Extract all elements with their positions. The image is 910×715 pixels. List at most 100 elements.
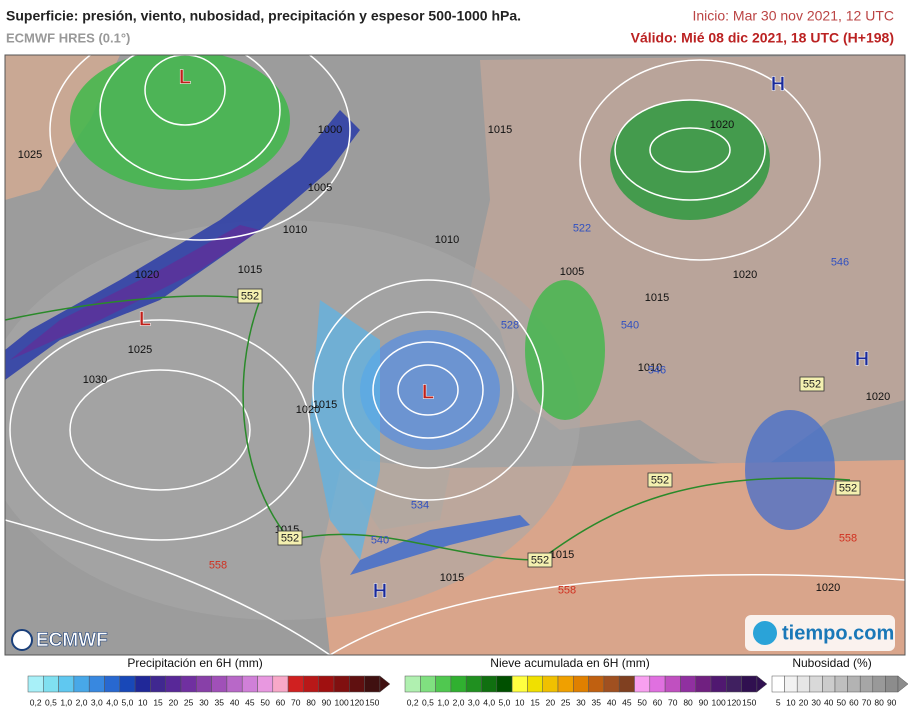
legend-swatch	[511, 675, 528, 693]
legend-label: 25	[184, 697, 194, 707]
precip-area	[310, 300, 380, 560]
header-title: Superficie: presión, viento, nubosidad, …	[6, 8, 521, 24]
legend-arrow	[897, 675, 909, 693]
isobar-label: 1030	[83, 374, 107, 386]
legend-swatch	[859, 675, 874, 693]
thickness-label: 552	[651, 474, 669, 486]
precip-area	[360, 330, 500, 450]
legend-label: 35	[592, 697, 602, 707]
legend-swatch	[834, 675, 848, 693]
legend-label: 20	[799, 697, 809, 707]
legend-label: 1,0	[60, 697, 72, 707]
legend-swatch	[318, 675, 335, 693]
thickness-label-box	[527, 552, 553, 568]
snow-area	[610, 100, 770, 220]
legend-swatch	[287, 675, 304, 693]
legend-label: 40	[824, 697, 834, 707]
legend-swatch	[885, 675, 899, 693]
pressure-center: H	[373, 580, 387, 602]
legend-swatch	[465, 675, 482, 693]
thickness-label: 558	[209, 559, 227, 571]
legend-label: 30	[199, 697, 209, 707]
legend-swatch	[226, 675, 243, 693]
legend-label: 25	[561, 697, 571, 707]
thickness-label: 552	[281, 532, 299, 544]
isobar-label: 1020	[296, 404, 320, 416]
isobar-label: 1020	[710, 119, 734, 131]
legend-swatch	[435, 675, 452, 693]
precip-area	[350, 515, 530, 575]
isobar-label: 1020	[866, 391, 890, 403]
legend-swatch	[542, 675, 559, 693]
legend-label: 15	[530, 697, 540, 707]
legend-title: Nubosidad (%)	[792, 656, 871, 670]
thickness-label-box	[277, 530, 303, 546]
snow-area	[525, 280, 605, 420]
thickness-label-box	[835, 480, 861, 496]
legend-swatch	[333, 675, 350, 693]
legend-swatch	[165, 675, 182, 693]
legend-label: 70	[291, 697, 301, 707]
pressure-center: L	[422, 381, 434, 403]
legend-label: 0,2	[407, 697, 419, 707]
legend-swatch	[496, 675, 513, 693]
legend-swatch	[796, 675, 811, 693]
legend-label: 70	[862, 697, 872, 707]
legend-swatch	[211, 675, 228, 693]
pressure-center: H	[855, 348, 869, 370]
pressure-center: L	[139, 308, 151, 330]
thickness-label-box	[799, 376, 825, 392]
legend-swatch	[303, 675, 319, 693]
map	[5, 55, 905, 655]
legend-swatch	[241, 675, 258, 693]
pressure-center: L	[179, 66, 191, 88]
legend-label: 10	[515, 697, 525, 707]
legend-swatch	[272, 675, 289, 693]
legend-label: 20	[546, 697, 556, 707]
isobar-label: 1010	[638, 362, 662, 374]
legend-swatch	[196, 675, 212, 693]
legend-label: 2,0	[453, 697, 465, 707]
precip-core	[10, 225, 260, 360]
thickness-label: 552	[839, 482, 857, 494]
init-time: Inicio: Mar 30 nov 2021, 12 UTC	[692, 8, 894, 24]
legend-label: 30	[811, 697, 821, 707]
legend-swatch	[784, 675, 798, 693]
legend-swatch	[872, 675, 886, 693]
legend-label: 50	[837, 697, 847, 707]
thickness-label: 540	[621, 319, 639, 331]
legend-swatch	[257, 675, 274, 693]
legend-label: 90	[322, 697, 332, 707]
legend-arrow	[379, 675, 391, 693]
pressure-center: H	[771, 73, 785, 95]
thickness-label: 540	[371, 534, 389, 546]
legend-swatch	[134, 675, 151, 693]
legend-title: Nieve acumulada en 6H (mm)	[490, 656, 649, 670]
valid-time: Válido: Mié 08 dic 2021, 18 UTC (H+198)	[631, 30, 894, 46]
legend-label: 90	[887, 697, 897, 707]
legend-label: 5,0	[122, 697, 134, 707]
legend-swatch	[573, 675, 589, 693]
legend-label: 4,0	[483, 697, 495, 707]
logo-left: ECMWF	[36, 630, 108, 651]
legend-label: 20	[169, 697, 179, 707]
legend-label: 70	[668, 697, 678, 707]
legend-label: 10	[138, 697, 148, 707]
thickness-label: 546	[648, 364, 666, 376]
legend-label: 0,5	[45, 697, 57, 707]
isobar-label: 1015	[313, 399, 337, 411]
thickness-label: 528	[501, 319, 519, 331]
legend-swatch	[649, 675, 666, 693]
legend-swatch	[847, 675, 861, 693]
isobar-label: 1005	[308, 182, 332, 194]
isobar-label: 1020	[135, 269, 159, 281]
legend-swatch	[618, 675, 635, 693]
legend-swatch	[180, 675, 197, 693]
legend-swatch	[603, 675, 620, 693]
isobar-label: 1010	[283, 224, 307, 236]
legend-label: 45	[245, 697, 255, 707]
legend-title: Precipitación en 6H (mm)	[127, 656, 262, 670]
legend-label: 5,0	[499, 697, 511, 707]
legend-label: 4,0	[106, 697, 118, 707]
legend-swatch	[364, 675, 381, 693]
